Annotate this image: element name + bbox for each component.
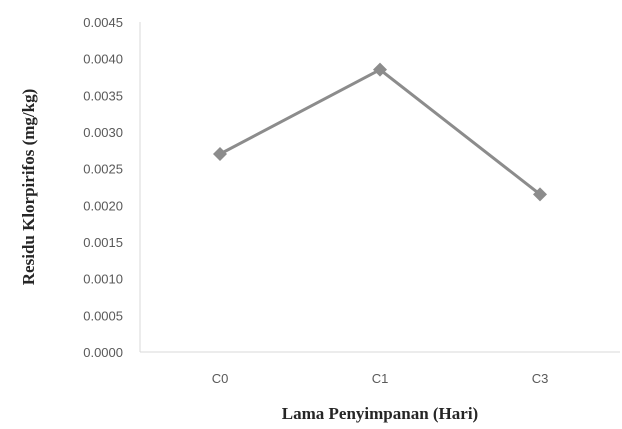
y-tick-label: 0.0020	[83, 198, 123, 213]
y-tick-label: 0.0025	[83, 162, 123, 177]
y-axis-ticks: 0.0000 0.0005 0.0010 0.0015 0.0020 0.0025 0.00…	[83, 15, 123, 360]
y-tick-label: 0.0005	[83, 308, 123, 323]
y-axis-title: Residu Klorpirifos (mg/kg)	[19, 89, 38, 285]
series-line	[218, 68, 542, 196]
x-tick-label: C3	[532, 371, 549, 386]
data-point-marker	[533, 187, 547, 202]
y-tick-label: 0.0015	[83, 235, 123, 250]
y-tick-label: 0.0010	[83, 272, 123, 287]
data-point-marker	[213, 147, 227, 161]
series-group	[213, 62, 547, 202]
x-axis-title: Lama Penyimpanan (Hari)	[282, 404, 478, 423]
data-point-marker	[373, 62, 387, 77]
y-tick-label: 0.0035	[83, 88, 123, 103]
y-tick-label: 0.0045	[83, 15, 123, 30]
y-tick-label: 0.0000	[83, 345, 123, 360]
x-axis-ticks: C0 C1 C3	[212, 371, 549, 386]
x-tick-label: C1	[372, 371, 389, 386]
y-tick-label: 0.0040	[83, 52, 123, 67]
y-tick-label: 0.0030	[83, 125, 123, 140]
x-tick-label: C0	[212, 371, 229, 386]
